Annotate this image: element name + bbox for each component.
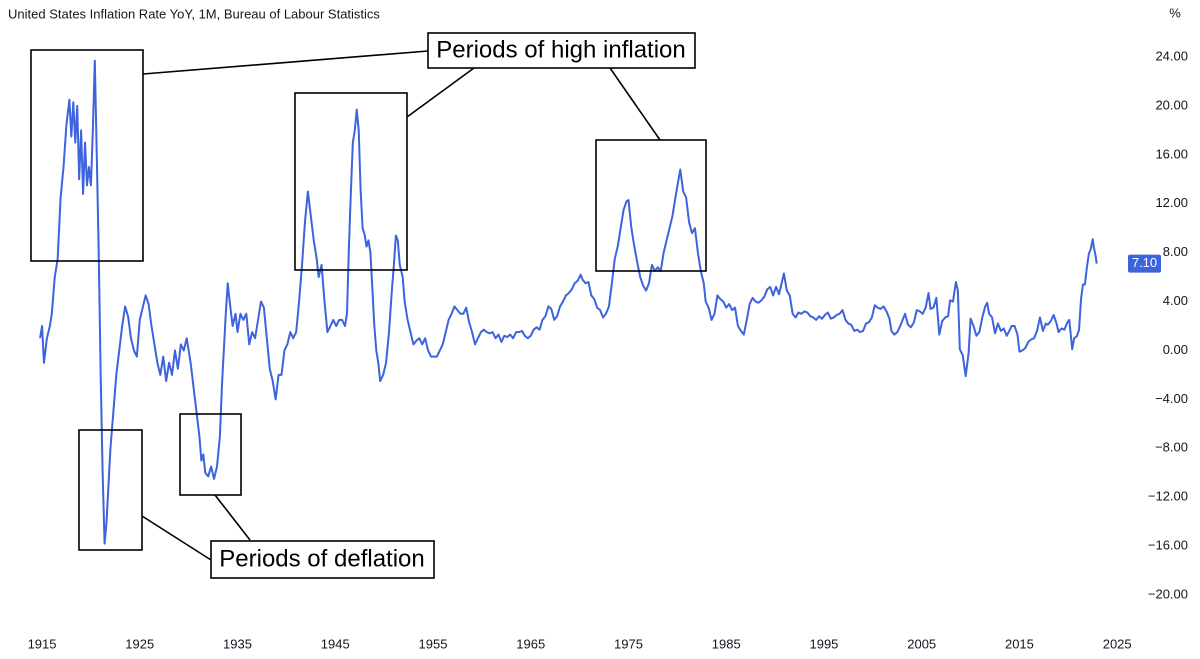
y-tick-label: −12.00: [1148, 489, 1188, 504]
x-tick-label: 2015: [1005, 636, 1034, 651]
annotations: Periods of high inflation Periods of def…: [30, 32, 707, 579]
annotation-label-box: [427, 32, 696, 69]
y-tick-label: 8.00: [1163, 244, 1188, 259]
x-tick-label: 1995: [809, 636, 838, 651]
line-series: [39, 59, 1098, 545]
annotation-text: Periods of deflation: [219, 545, 424, 572]
x-tick-label: 1915: [28, 636, 57, 651]
annotation-connector: [406, 67, 475, 118]
y-tick-label: −8.00: [1155, 440, 1188, 455]
y-tick-label: −16.00: [1148, 538, 1188, 553]
y-tick-label: −20.00: [1148, 586, 1188, 601]
y-tick-label: 24.00: [1155, 48, 1188, 63]
y-unit: %: [1169, 5, 1181, 20]
x-tick-label: 1955: [419, 636, 448, 651]
last-value-label: 7.10: [1132, 255, 1157, 270]
annotation-label-box: [210, 540, 435, 579]
x-tick-label: 1965: [516, 636, 545, 651]
y-tick-label: 12.00: [1155, 195, 1188, 210]
x-tick-label: 1985: [712, 636, 741, 651]
annotation-box: [179, 413, 242, 496]
annotation-box: [78, 429, 143, 551]
x-tick-label: 1935: [223, 636, 252, 651]
y-tick-label: 20.00: [1155, 97, 1188, 112]
x-tick-label: 1975: [614, 636, 643, 651]
y-tick-label: −4.00: [1155, 391, 1188, 406]
annotation-connector: [609, 67, 661, 141]
y-tick-label: 4.00: [1163, 293, 1188, 308]
annotation-connector: [214, 494, 251, 541]
annotation-box: [30, 49, 144, 262]
annotation-connector: [142, 50, 429, 75]
y-tick-label: 0.00: [1163, 342, 1188, 357]
x-tick-label: 1945: [321, 636, 350, 651]
annotation-box: [595, 139, 707, 272]
x-tick-label: 2005: [907, 636, 936, 651]
chart-title: United States Inflation Rate YoY, 1M, Bu…: [8, 6, 380, 21]
annotation-text: Periods of high inflation: [436, 36, 686, 63]
annotation-connector: [141, 515, 212, 561]
x-tick-label: 1925: [125, 636, 154, 651]
y-tick-label: 16.00: [1155, 146, 1188, 161]
x-tick-label: 2025: [1103, 636, 1132, 651]
last-value-badge: [1128, 254, 1161, 273]
annotation-box: [294, 92, 408, 271]
